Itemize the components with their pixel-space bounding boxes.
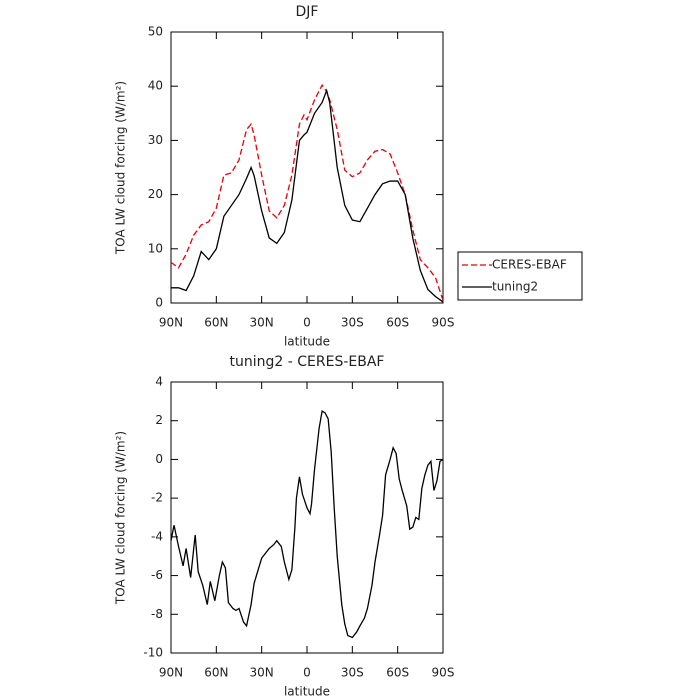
y-tick-label: 30: [148, 133, 163, 147]
y-tick-label: -2: [151, 491, 163, 505]
y-axis-label: TOA LW cloud forcing (W/m²): [114, 431, 128, 605]
y-tick-label: 50: [148, 25, 163, 39]
plot-frame: [170, 381, 444, 654]
x-tick-label: 30S: [341, 316, 364, 330]
x-tick-label: 0: [303, 666, 311, 680]
y-tick-label: -4: [151, 529, 163, 543]
x-axis-label: latitude: [284, 685, 330, 699]
x-tick-label: 0: [303, 316, 311, 330]
x-tick-label: 90N: [159, 316, 183, 330]
y-tick-label: 0: [155, 452, 163, 466]
x-tick-label: 30N: [250, 666, 274, 680]
legend-label: tuning2: [492, 280, 538, 294]
plot-frame: [170, 31, 444, 304]
x-tick-label: 90S: [432, 316, 455, 330]
y-tick-label: 4: [155, 375, 163, 389]
x-tick-label: 90N: [159, 666, 183, 680]
data-line: [170, 409, 444, 639]
x-tick-label: 30S: [341, 666, 364, 680]
data-line: [171, 88, 444, 303]
legend-box: [457, 251, 583, 301]
y-axis-label: TOA LW cloud forcing (W/m²): [114, 81, 128, 255]
y-tick-label: 40: [148, 79, 163, 93]
x-tick-label: 60N: [204, 316, 228, 330]
x-tick-label: 60S: [386, 316, 409, 330]
x-tick-label: 30N: [250, 316, 274, 330]
y-tick-label: -6: [151, 568, 163, 582]
x-tick-label: 60N: [204, 666, 228, 680]
y-tick-label: 2: [155, 413, 163, 427]
x-tick-label: 60S: [386, 666, 409, 680]
legend-label: CERES-EBAF: [492, 258, 567, 272]
y-tick-label: 20: [148, 187, 163, 201]
chart-title: tuning2 - CERES-EBAF: [230, 354, 385, 370]
data-line: [170, 83, 444, 301]
y-tick-label: -8: [151, 607, 163, 621]
chart-title: DJF: [296, 4, 319, 20]
y-tick-label: 0: [155, 296, 163, 310]
y-tick-label: 10: [148, 241, 163, 255]
y-tick-label: -10: [143, 646, 163, 660]
x-tick-label: 90S: [432, 666, 455, 680]
x-axis-label: latitude: [284, 335, 330, 349]
